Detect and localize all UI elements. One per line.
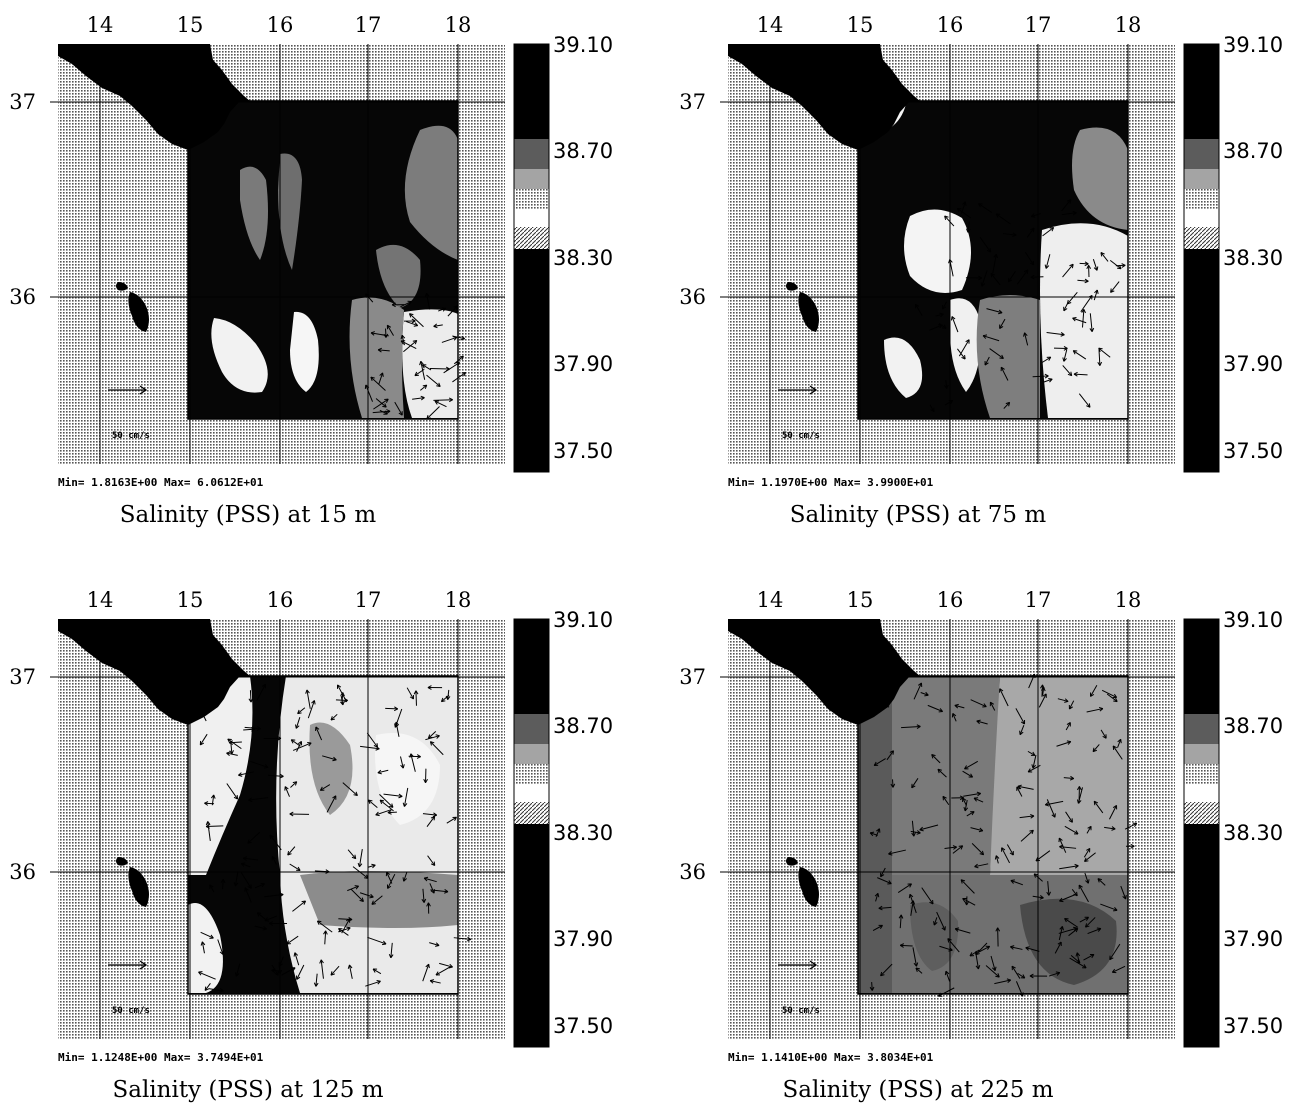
lon-tick-label: 18 [1115,588,1142,612]
panel-title: Salinity (PSS) at 15 m [120,502,377,528]
min-max-stats: Min= 1.1410E+00 Max= 3.8034E+01 [728,1051,934,1064]
map-svg: 14 15 16 17 18 37 36 50 cm/s 39.10 38.70 38.30 37.9… [0,575,640,1115]
vector-scale-label: 50 cm/s [112,431,150,441]
colorbar-tick-label: 38.30 [1223,821,1283,845]
panel-title: Salinity (PSS) at 125 m [112,1077,383,1103]
colorbar-tick-label: 39.10 [553,33,613,57]
colorbar-tick-label: 37.90 [553,352,613,376]
map-svg: 14 15 16 17 18 37 36 50 cm/s 39.10 38.70 38.30 37.9… [670,575,1308,1115]
colorbar-tick-label: 37.90 [1223,352,1283,376]
lat-tick-label: 37 [9,665,36,689]
lon-tick-label: 14 [87,588,114,612]
min-max-stats: Min= 1.1970E+00 Max= 3.9900E+01 [728,476,934,489]
colorbar-tick-label: 38.70 [553,139,613,163]
lon-tick-label: 17 [355,13,382,37]
colorbar [1184,44,1219,472]
map-panel-2: 14 15 16 17 18 37 36 50 cm/s 39.10 38.70 38.30 37.9… [670,0,1308,540]
lat-tick-label: 37 [679,90,706,114]
colorbar-tick-label: 37.90 [553,927,613,951]
lat-tick-label: 37 [679,665,706,689]
lon-tick-label: 18 [1115,13,1142,37]
min-max-stats: Min= 1.1248E+00 Max= 3.7494E+01 [58,1051,264,1064]
lat-tick-label: 36 [9,860,36,884]
lon-tick-label: 16 [267,13,294,37]
salinity-contour-patch [977,295,1040,418]
map-panel-1: 14 15 16 17 18 37 36 50 cm/s 39.10 38.70 38.30 37.9… [0,0,640,540]
lon-tick-label: 17 [1025,13,1052,37]
lon-tick-label: 17 [1025,588,1052,612]
colorbar-tick-label: 38.30 [553,821,613,845]
colorbar-tick-label: 37.50 [553,439,613,463]
lat-tick-label: 36 [9,285,36,309]
min-max-stats: Min= 1.8163E+00 Max= 6.0612E+01 [58,476,264,489]
lon-tick-label: 18 [445,13,472,37]
colorbar-tick-label: 39.10 [1223,33,1283,57]
colorbar-tick-label: 37.50 [1223,439,1283,463]
lon-tick-label: 15 [847,588,874,612]
colorbar-tick-label: 39.10 [553,608,613,632]
lon-tick-label: 17 [355,588,382,612]
lon-tick-label: 16 [937,588,964,612]
lon-tick-label: 18 [445,588,472,612]
vector-scale-label: 50 cm/s [782,431,820,441]
colorbar-tick-label: 37.50 [553,1014,613,1038]
map-panel-3: 14 15 16 17 18 37 36 50 cm/s 39.10 38.70 38.30 37.9… [0,575,640,1115]
colorbar-tick-label: 38.70 [553,714,613,738]
map-svg: 14 15 16 17 18 37 36 50 cm/s 39.10 38.70 38.30 37.9… [0,0,640,540]
vector-scale-label: 50 cm/s [782,1006,820,1016]
colorbar-tick-label: 38.70 [1223,139,1283,163]
colorbar-tick-label: 38.70 [1223,714,1283,738]
lon-tick-label: 16 [937,13,964,37]
lon-tick-label: 15 [177,13,204,37]
colorbar-tick-label: 37.50 [1223,1014,1283,1038]
colorbar-tick-label: 37.90 [1223,927,1283,951]
colorbar [1184,619,1219,1047]
colorbar-tick-label: 38.30 [1223,246,1283,270]
lat-tick-label: 36 [679,285,706,309]
lon-tick-label: 15 [847,13,874,37]
panel-title: Salinity (PSS) at 75 m [790,502,1047,528]
lon-tick-label: 14 [87,13,114,37]
colorbar-tick-label: 39.10 [1223,608,1283,632]
lon-tick-label: 15 [177,588,204,612]
salinity-contour-patch [990,676,1128,875]
salinity-contour-patch [300,871,458,928]
lon-tick-label: 14 [757,13,784,37]
vector-scale-label: 50 cm/s [112,1006,150,1016]
colorbar-tick-label: 38.30 [553,246,613,270]
map-panel-4: 14 15 16 17 18 37 36 50 cm/s 39.10 38.70 38.30 37.9… [670,575,1308,1115]
salinity-contour-patch [276,676,458,993]
lon-tick-label: 14 [757,588,784,612]
lat-tick-label: 37 [9,90,36,114]
salinity-contour-patch [1040,223,1128,418]
panel-title: Salinity (PSS) at 225 m [782,1077,1053,1103]
salinity-contour-patch [350,298,404,418]
colorbar [514,44,549,472]
colorbar [514,619,549,1047]
lat-tick-label: 36 [679,860,706,884]
map-svg: 14 15 16 17 18 37 36 50 cm/s 39.10 38.70 38.30 37.9… [670,0,1308,540]
lon-tick-label: 16 [267,588,294,612]
